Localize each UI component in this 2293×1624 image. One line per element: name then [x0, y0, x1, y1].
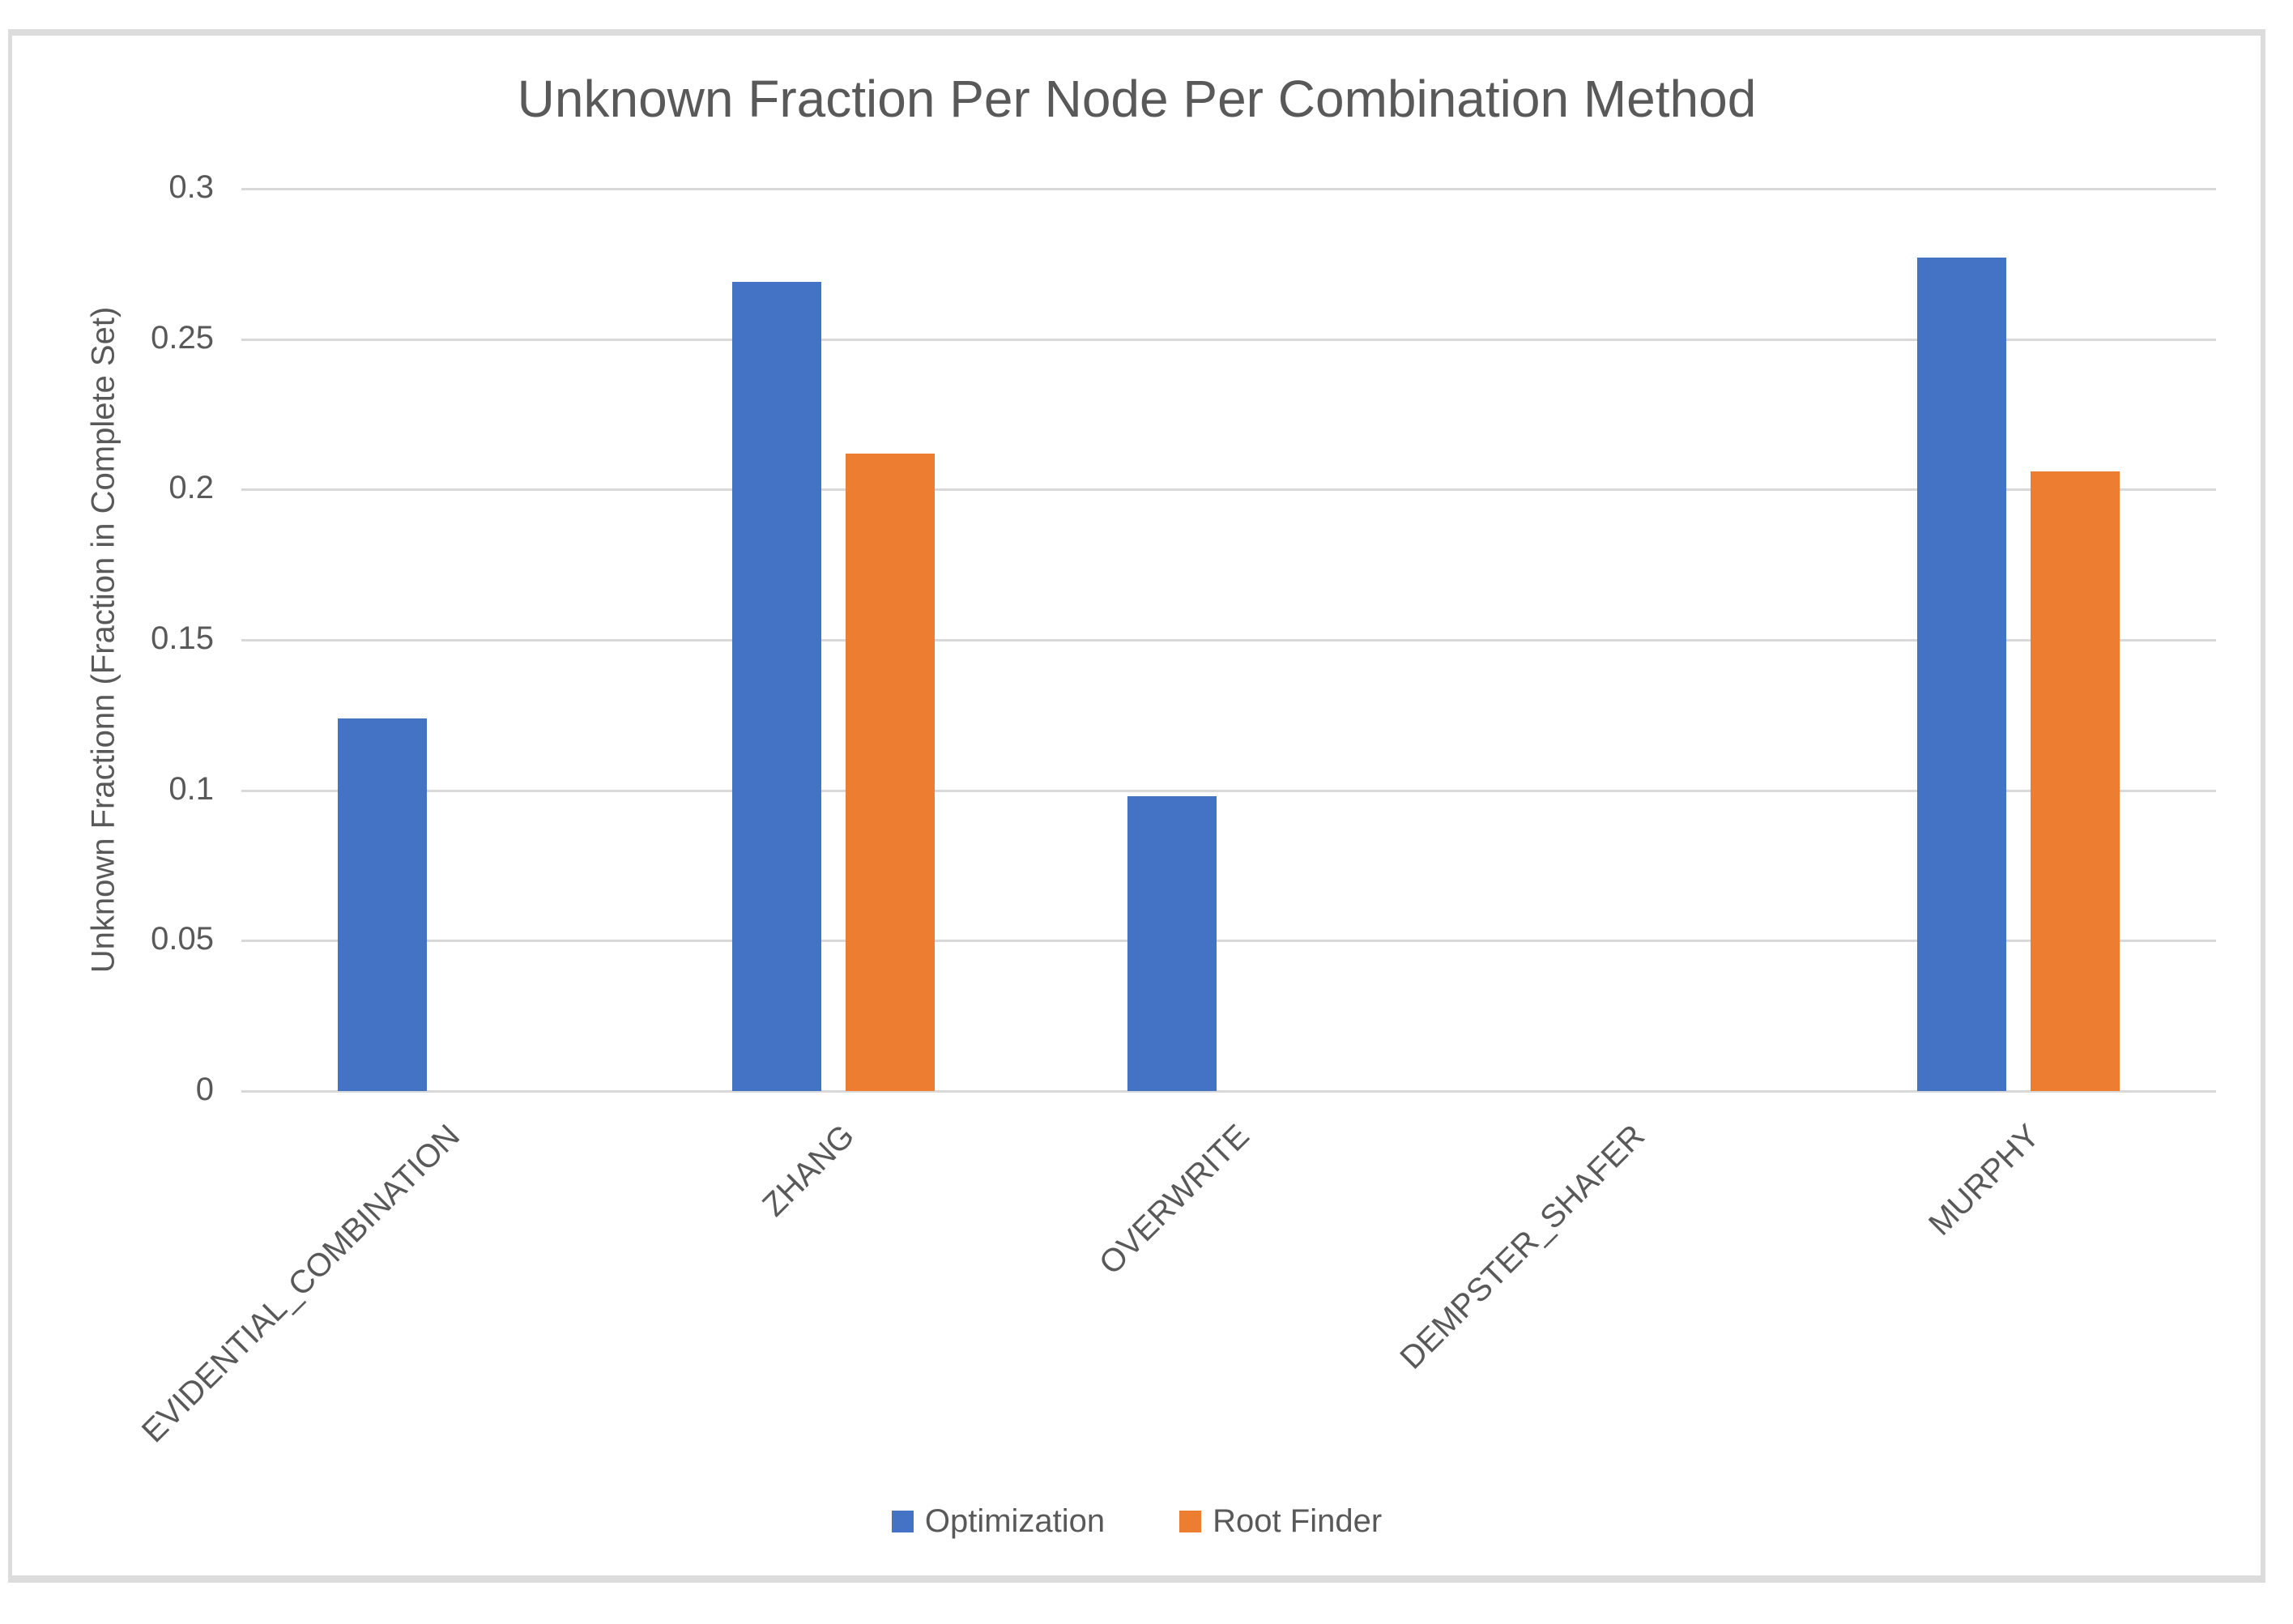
- y-tick-label-0.15: 0.15: [151, 620, 214, 656]
- gridline-y-0.05: [241, 940, 2216, 943]
- y-tick-label-0.1: 0.1: [168, 770, 214, 807]
- legend-label-root-finder: Root Finder: [1213, 1503, 1383, 1539]
- legend-swatch-optimization: [891, 1511, 914, 1532]
- legend-item-optimization: Optimization: [891, 1503, 1106, 1540]
- legend-label-optimization: Optimization: [924, 1503, 1106, 1539]
- gridline-y-0.1: [241, 789, 2216, 792]
- gridline-y-0.15: [241, 639, 2216, 642]
- legend: Optimization Root Finder: [8, 1503, 2265, 1540]
- bar-root-finder-zhang: [846, 453, 936, 1091]
- bar-optimization-evidential-combination: [337, 718, 427, 1091]
- y-tick-label-0.2: 0.2: [168, 470, 214, 506]
- gridline-y-0.25: [241, 338, 2216, 341]
- bar-optimization-murphy: [1917, 258, 2007, 1091]
- y-tick-label-0: 0: [195, 1072, 214, 1107]
- y-tick-label-0.05: 0.05: [151, 921, 214, 957]
- bar-root-finder-murphy: [2031, 471, 2120, 1091]
- gridline-y-0.2: [241, 488, 2216, 492]
- y-tick-label-0.3: 0.3: [168, 169, 214, 205]
- y-tick-label-0.25: 0.25: [151, 319, 214, 356]
- gridline-y-0: [241, 1090, 2216, 1093]
- chart-title: Unknown Fraction Per Node Per Combinatio…: [517, 70, 1757, 128]
- bar-optimization-overwrite: [1127, 796, 1217, 1091]
- legend-item-root-finder: Root Finder: [1179, 1503, 1382, 1540]
- bar-optimization-zhang: [732, 282, 822, 1091]
- legend-swatch-root-finder: [1179, 1511, 1202, 1532]
- gridline-y-0.3: [241, 188, 2216, 190]
